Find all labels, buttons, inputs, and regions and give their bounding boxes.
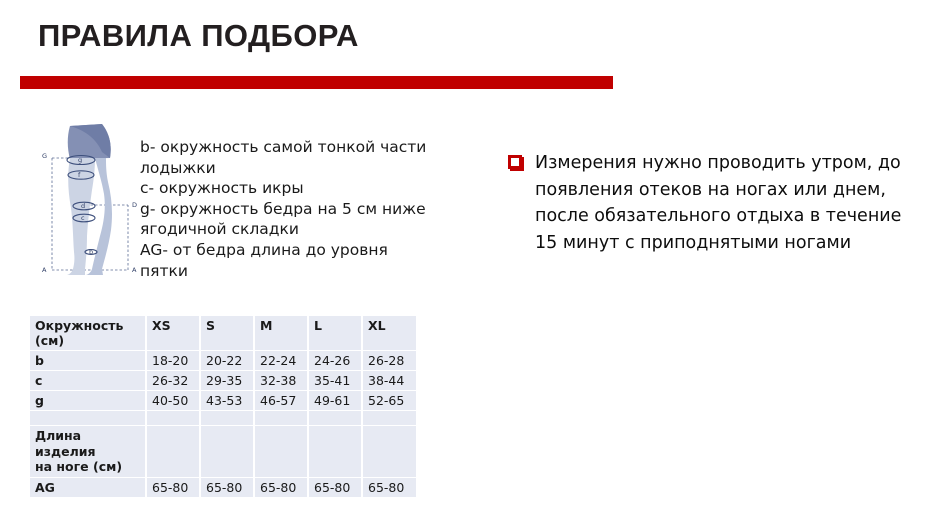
diagram-label-g: g xyxy=(78,156,82,164)
table-cell xyxy=(146,410,201,426)
legend-line: с- окружность икры xyxy=(140,179,304,198)
diagram-label-c: c xyxy=(81,214,85,222)
table-length-section-label: Длина изделия на ноге (см) xyxy=(30,425,147,478)
table-header-cell: Окружность (см) xyxy=(30,316,147,351)
legend-line: AG- от бедра длина до уровня пятки xyxy=(140,241,388,280)
table-row-label: g xyxy=(30,390,147,411)
table-row: b 18-20 20-22 22-24 24-26 26-28 xyxy=(30,350,416,371)
diagram-label-A-left: A xyxy=(42,266,47,274)
diagram-label-f: f xyxy=(78,171,81,179)
table-cell: 38-44 xyxy=(362,370,416,391)
table-header-cell: L xyxy=(308,316,363,351)
table-row-label: b xyxy=(30,350,147,371)
table-cell: 26-28 xyxy=(362,350,416,371)
table-cell: 65-80 xyxy=(200,477,255,498)
table-cell: 29-35 xyxy=(200,370,255,391)
table-row-label: c xyxy=(30,370,147,391)
table-cell: 26-32 xyxy=(146,370,201,391)
advice-bullet-row: Измерения нужно проводить утром, до появ… xyxy=(508,150,912,256)
table-cell: 65-80 xyxy=(308,477,363,498)
diagram-label-A-right: A xyxy=(132,266,137,274)
table-cell: 40-50 xyxy=(146,390,201,411)
table-cell: 20-22 xyxy=(200,350,255,371)
table-cell xyxy=(200,425,255,478)
table-cell xyxy=(362,425,416,478)
leg-measurement-diagram: G g f d c b D A A xyxy=(40,112,144,284)
table-cell: 49-61 xyxy=(308,390,363,411)
table-row: c 26-32 29-35 32-38 35-41 38-44 xyxy=(30,370,416,391)
table-cell: 43-53 xyxy=(200,390,255,411)
table-cell xyxy=(308,425,363,478)
table-cell xyxy=(146,425,201,478)
red-square-bullet-icon xyxy=(508,155,522,169)
title-underline-rule xyxy=(20,76,613,89)
diagram-label-d: d xyxy=(81,202,85,210)
advice-block: Измерения нужно проводить утром, до появ… xyxy=(508,150,912,256)
table-cell xyxy=(308,410,363,426)
table-header-cell: XL xyxy=(362,316,416,351)
table-row: AG 65-80 65-80 65-80 65-80 65-80 xyxy=(30,477,416,498)
legend-line: g- окружность бедра на 5 см ниже xyxy=(140,199,426,218)
legend-line: b- окружность самой тонкой части xyxy=(140,138,427,156)
diagram-label-G: G xyxy=(42,152,47,160)
table-cell: 35-41 xyxy=(308,370,363,391)
length-label-line2: на ноге (см) xyxy=(35,459,123,475)
page-title: ПРАВИЛА ПОДБОРА xyxy=(38,18,359,53)
length-label-line1: Длина изделия xyxy=(35,428,96,459)
table-cell: 18-20 xyxy=(146,350,201,371)
table-header-cell: XS xyxy=(146,316,201,351)
table-cell: 65-80 xyxy=(362,477,416,498)
advice-text: Измерения нужно проводить утром, до появ… xyxy=(535,153,902,253)
table-header-row: Окружность (см) XS S M L XL xyxy=(30,316,416,351)
legend-line: лодыжки xyxy=(140,158,216,177)
table-length-section-row: Длина изделия на ноге (см) xyxy=(30,425,416,478)
table-cell: 65-80 xyxy=(254,477,309,498)
table-header-cell: M xyxy=(254,316,309,351)
table-cell xyxy=(254,425,309,478)
legend-line: ягодичной складки xyxy=(140,220,299,239)
table-cell: 24-26 xyxy=(308,350,363,371)
table-cell: 52-65 xyxy=(362,390,416,411)
table-header-cell: S xyxy=(200,316,255,351)
size-chart-table: Окружность (см) XS S M L XL b 18-20 20-2… xyxy=(30,316,416,498)
table-spacer-row xyxy=(30,410,416,426)
table-cell: 65-80 xyxy=(146,477,201,498)
measurement-legend: b- окружность самой тонкой части лодыжки… xyxy=(140,137,436,281)
table-cell xyxy=(30,410,147,426)
table-row: g 40-50 43-53 46-57 49-61 52-65 xyxy=(30,390,416,411)
table-row-label: AG xyxy=(30,477,147,498)
table-cell xyxy=(254,410,309,426)
table-cell xyxy=(200,410,255,426)
table-cell: 46-57 xyxy=(254,390,309,411)
diagram-label-D: D xyxy=(132,201,137,209)
table-cell xyxy=(362,410,416,426)
table-cell: 22-24 xyxy=(254,350,309,371)
table-cell: 32-38 xyxy=(254,370,309,391)
diagram-label-b: b xyxy=(89,248,93,256)
